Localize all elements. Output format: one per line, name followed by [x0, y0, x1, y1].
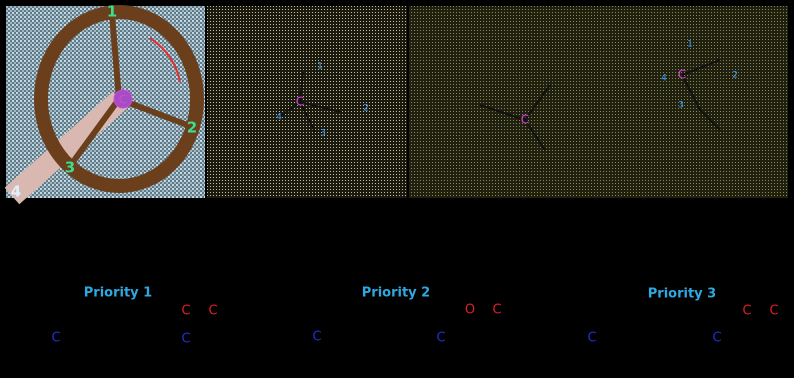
panel-background — [409, 6, 788, 198]
bonds — [479, 59, 721, 151]
priority-title: Priority 2 — [362, 286, 430, 301]
atom: C — [712, 331, 721, 346]
center-atom — [113, 89, 133, 109]
atom: C — [181, 332, 190, 347]
center-label: C — [521, 113, 529, 127]
priority-group: Priority 2 O C C C — [312, 286, 501, 346]
label: 2 — [363, 104, 369, 114]
label: 1 — [317, 62, 323, 72]
atom: C — [181, 304, 190, 319]
label: 1 — [687, 40, 693, 50]
label: 1 — [107, 3, 117, 21]
atom: C — [312, 330, 321, 345]
label: 3 — [320, 129, 326, 139]
label: 3 — [65, 159, 75, 177]
atom: C — [51, 331, 60, 346]
column — [4, 91, 128, 205]
atom: C — [208, 304, 217, 319]
label: 4 — [11, 183, 21, 201]
wheel-panel: C 1 2 3 4 — [4, 3, 205, 205]
priority-title: Priority 3 — [648, 287, 716, 302]
atom: C — [492, 303, 501, 318]
panel-background — [207, 6, 407, 198]
priority-group: Priority 3 C C C C — [587, 287, 778, 346]
atom: C — [587, 331, 596, 346]
center-label: C — [119, 93, 127, 107]
rotation-arrow — [149, 37, 181, 83]
center-label: C — [296, 95, 304, 109]
label: 4 — [276, 113, 282, 123]
atom: C — [436, 331, 445, 346]
center-label: C — [678, 68, 686, 82]
atom: C — [742, 304, 751, 319]
label: 3 — [678, 101, 684, 111]
molecule-panel: C 1 2 3 4 — [207, 6, 407, 198]
priority-group: Priority 1 C C C C — [51, 286, 217, 347]
bonds — [277, 71, 341, 133]
label: 4 — [661, 74, 667, 84]
label: 2 — [732, 71, 738, 81]
label: 2 — [187, 119, 197, 137]
atom: O — [465, 303, 475, 318]
priority-title: Priority 1 — [84, 286, 152, 301]
wheel-rim — [34, 5, 204, 193]
atom: C — [769, 304, 778, 319]
model-panel: C C 1 2 3 4 — [409, 6, 788, 198]
